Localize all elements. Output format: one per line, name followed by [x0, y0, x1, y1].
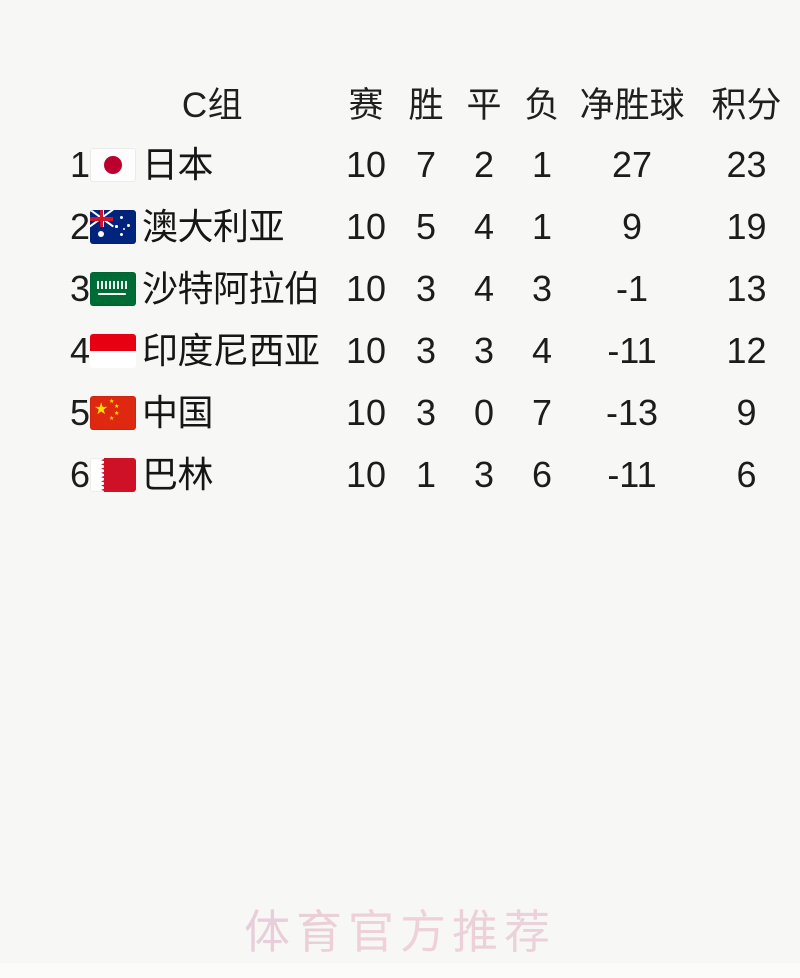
table-row[interactable]: 4 印度尼西亚 10 3 3 4 -11 12 — [0, 320, 800, 382]
row-played: 10 — [345, 206, 387, 247]
row-played: 10 — [345, 330, 387, 371]
row-goal-difference: -11 — [607, 454, 657, 495]
header-won: 胜 — [408, 86, 444, 125]
team-name: 澳大利亚 — [142, 206, 285, 247]
row-goal-difference: 27 — [611, 144, 653, 185]
row-rank: 1 — [69, 144, 90, 185]
team-name: 中国 — [142, 392, 214, 433]
table-row[interactable]: 1 日本 10 7 2 1 27 23 — [0, 134, 800, 196]
header-rank — [0, 78, 90, 134]
row-played: 10 — [345, 268, 387, 309]
flag-indonesia-icon — [90, 334, 136, 368]
row-points: 19 — [726, 206, 767, 247]
header-drawn: 平 — [466, 86, 502, 125]
flag-saudi-arabia-icon — [90, 272, 136, 306]
row-won: 3 — [415, 392, 437, 433]
row-points: 23 — [726, 144, 767, 185]
team-name: 日本 — [142, 144, 214, 185]
row-points: 9 — [736, 392, 757, 433]
row-lost: 3 — [531, 268, 553, 309]
group-title: C组 — [181, 86, 244, 125]
row-played: 10 — [345, 454, 387, 495]
row-drawn: 4 — [473, 268, 495, 309]
team-name: 印度尼西亚 — [142, 330, 320, 371]
row-points: 12 — [726, 330, 767, 371]
row-won: 5 — [415, 206, 437, 247]
flag-japan-icon — [90, 148, 136, 182]
row-goal-difference: 9 — [621, 206, 643, 247]
row-drawn: 0 — [473, 392, 495, 433]
table-header-row: C组 赛 胜 平 负 净胜球 积分 — [0, 78, 800, 134]
row-played: 10 — [345, 144, 387, 185]
row-lost: 1 — [531, 144, 553, 185]
table-row[interactable]: 6 巴林 10 1 3 6 -11 6 — [0, 444, 800, 506]
row-lost: 6 — [531, 454, 553, 495]
table-row[interactable]: 3 沙特阿拉伯 10 3 4 3 -1 13 — [0, 258, 800, 320]
row-goal-difference: -1 — [615, 268, 648, 309]
row-points: 13 — [726, 268, 767, 309]
row-team: 澳大利亚 — [90, 196, 335, 258]
team-name: 沙特阿拉伯 — [142, 268, 320, 309]
row-lost: 4 — [531, 330, 553, 371]
row-rank: 6 — [69, 454, 90, 495]
flag-bahrain-icon — [90, 458, 136, 492]
flag-china-icon: ★ ★ ★ ★ ★ — [90, 396, 136, 430]
flag-australia-icon — [90, 210, 136, 244]
standings-table: C组 赛 胜 平 负 净胜球 积分 1 日本 — [0, 78, 800, 506]
row-rank: 5 — [69, 392, 90, 433]
row-drawn: 2 — [473, 144, 495, 185]
table-row[interactable]: 2 — [0, 196, 800, 258]
row-won: 1 — [415, 454, 437, 495]
row-goal-difference: -13 — [605, 392, 659, 433]
row-drawn: 3 — [473, 454, 495, 495]
row-points: 6 — [736, 454, 757, 495]
header-played: 赛 — [348, 86, 384, 125]
header-goal-difference: 净胜球 — [579, 86, 685, 125]
row-team: 巴林 — [90, 444, 335, 506]
header-lost: 负 — [524, 86, 560, 125]
row-won: 3 — [415, 268, 437, 309]
watermark: 体育官方推荐 — [0, 902, 800, 962]
row-team: 印度尼西亚 — [90, 320, 335, 382]
row-drawn: 4 — [473, 206, 495, 247]
row-rank: 4 — [69, 330, 90, 371]
row-team: 日本 — [90, 134, 335, 196]
header-points: 积分 — [711, 86, 782, 125]
row-drawn: 3 — [473, 330, 495, 371]
row-lost: 7 — [531, 392, 553, 433]
row-rank: 3 — [69, 268, 90, 309]
row-played: 10 — [345, 392, 387, 433]
row-won: 7 — [415, 144, 437, 185]
row-goal-difference: -11 — [607, 330, 657, 371]
row-lost: 1 — [531, 206, 553, 247]
row-team: 沙特阿拉伯 — [90, 258, 335, 320]
table-row[interactable]: 5 ★ ★ ★ ★ ★ 中国 10 3 0 — [0, 382, 800, 444]
team-name: 巴林 — [142, 454, 214, 495]
footer-strip — [0, 963, 800, 978]
row-team: ★ ★ ★ ★ ★ 中国 — [90, 382, 335, 444]
row-won: 3 — [415, 330, 437, 371]
row-rank: 2 — [69, 206, 90, 247]
